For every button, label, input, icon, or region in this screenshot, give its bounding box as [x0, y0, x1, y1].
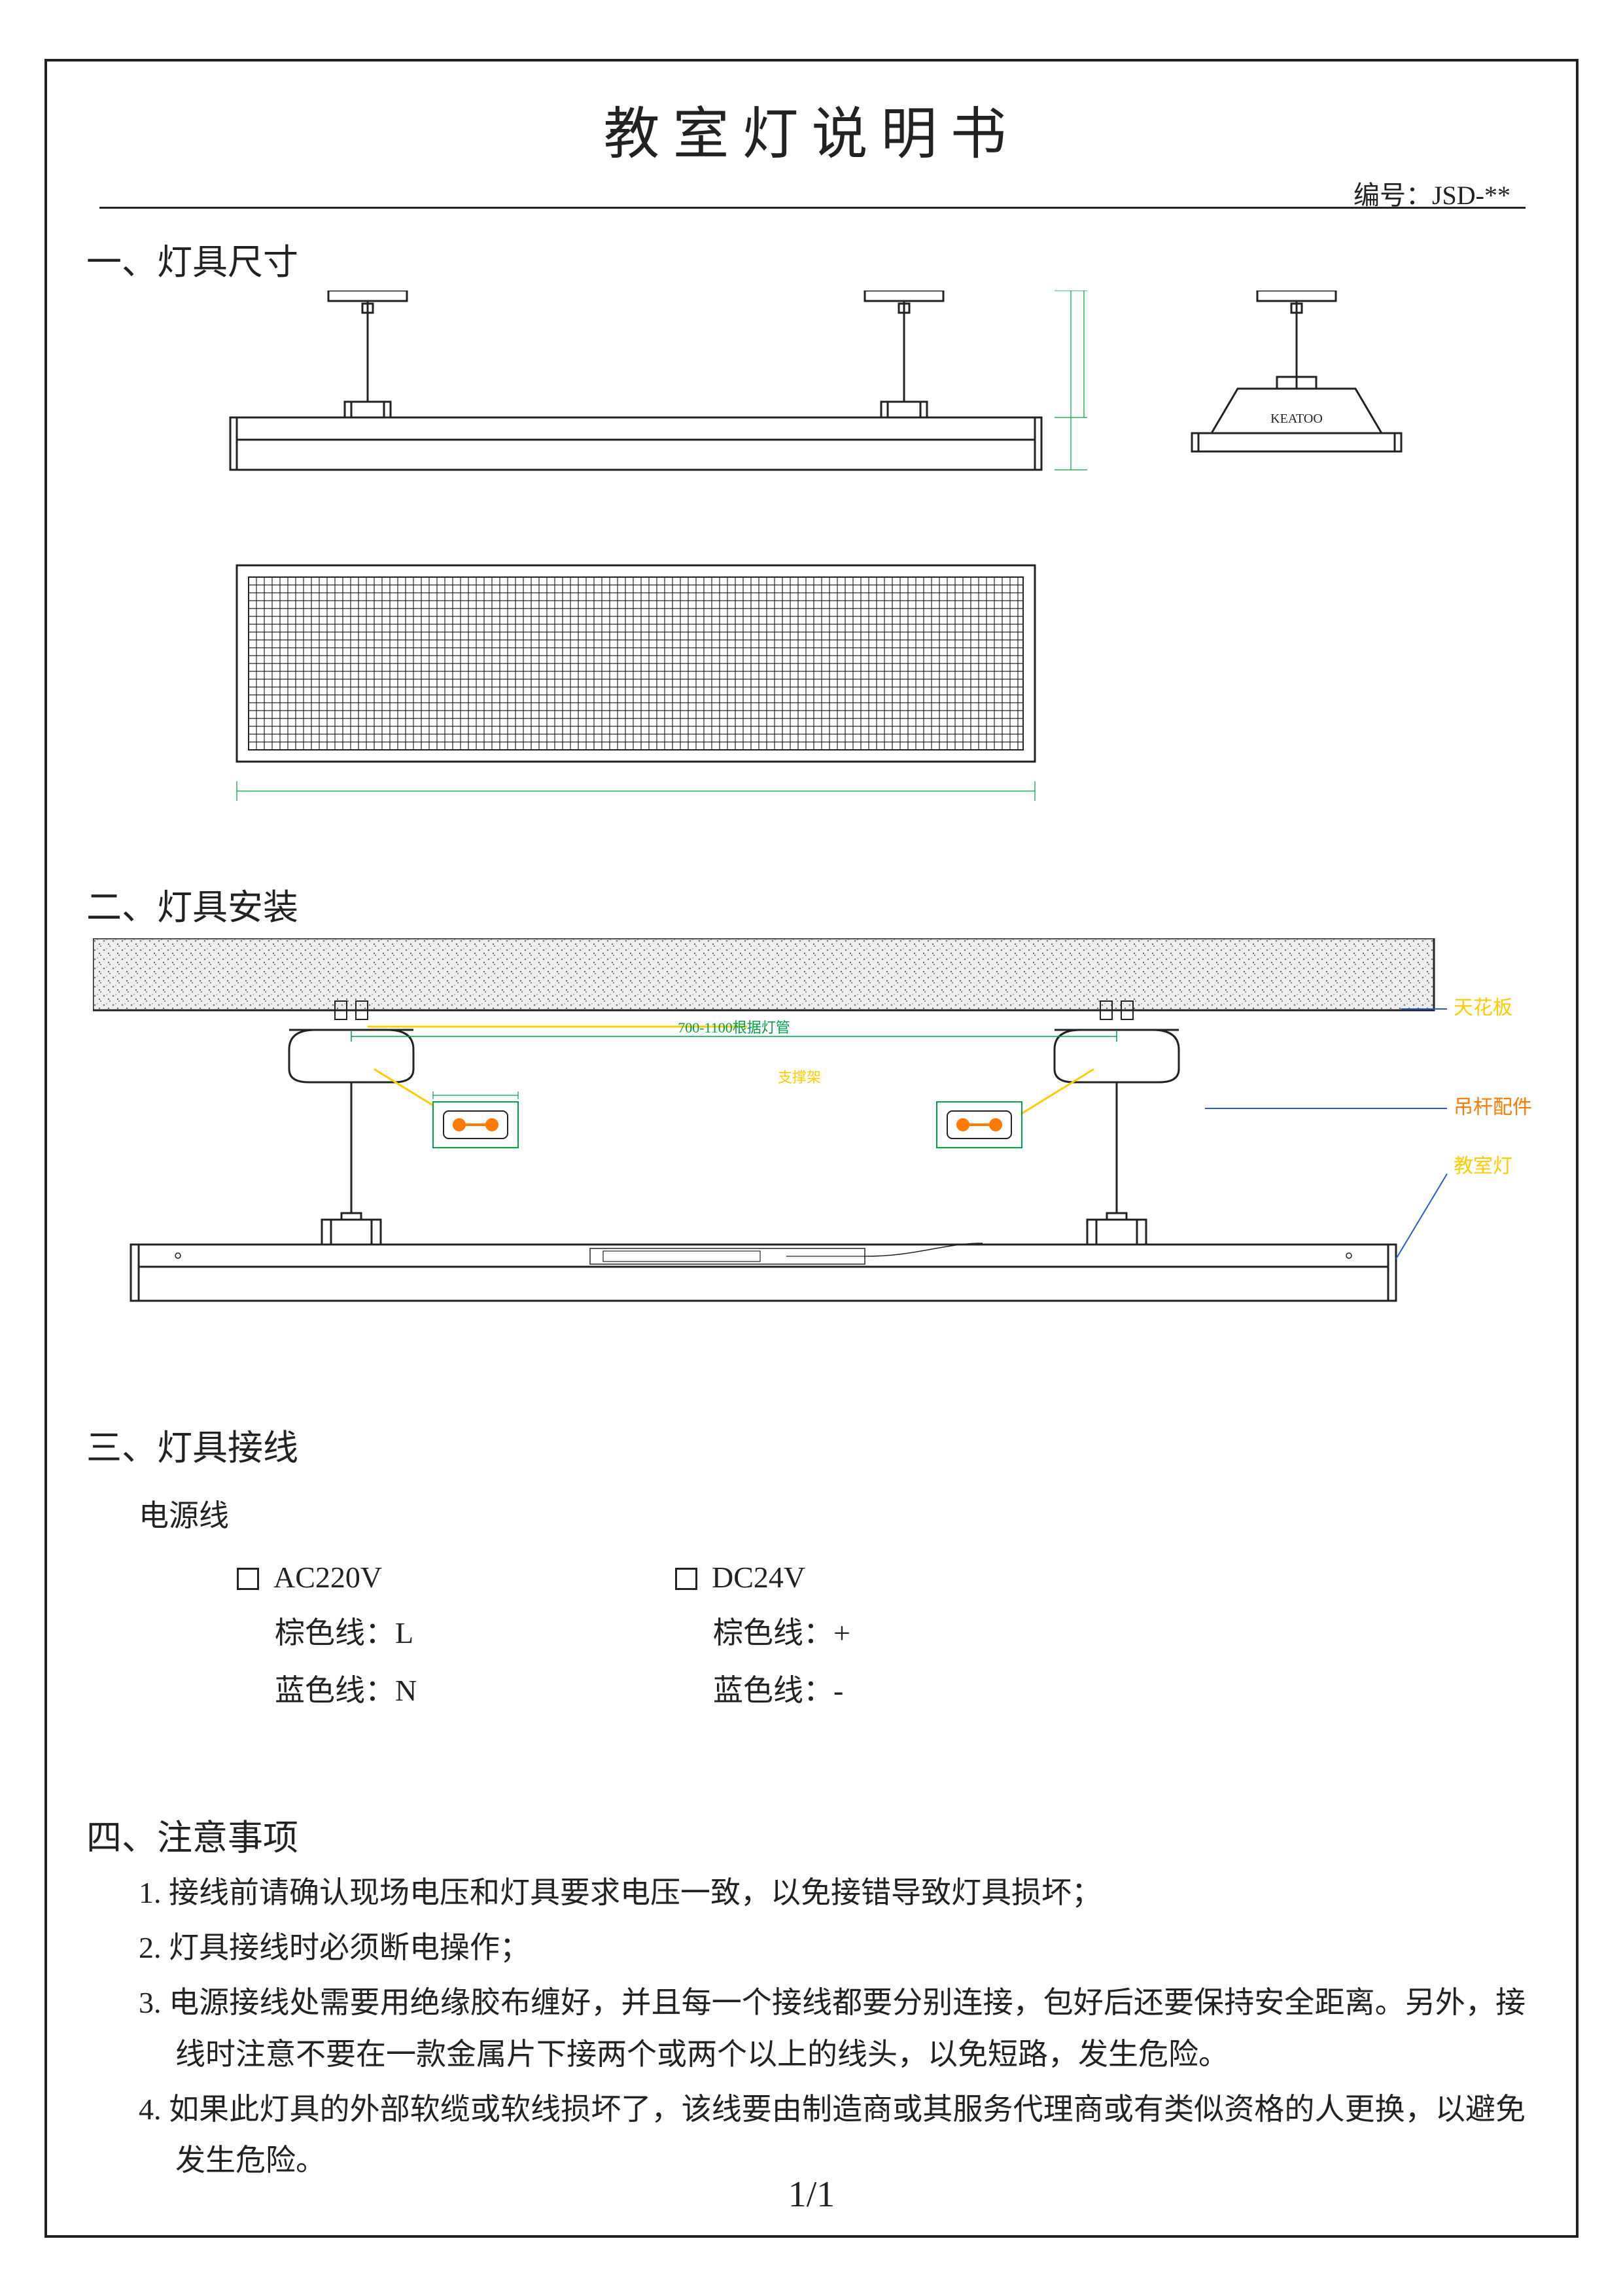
callout-bracket: 吊杆配件	[1454, 1097, 1532, 1118]
span-dim-label: 700-1100根据灯管	[678, 1019, 790, 1036]
figure-installation: 700-1100根据灯管	[93, 938, 1539, 1357]
note-4: 4. 如果此灯具的外部软缆或软线损坏了，该线要由制造商或其服务代理商或有类似资格…	[139, 2084, 1526, 2186]
ac-title-row: AC220V	[237, 1560, 417, 1595]
callout-lamp: 教室灯	[1454, 1156, 1512, 1177]
brand-label: KEATOO	[1270, 412, 1323, 426]
ac-blue: 蓝色线：N	[275, 1667, 417, 1710]
page-frame: 教室灯说明书 编号：JSD-** 一、灯具尺寸	[44, 59, 1579, 2238]
dc-title-row: DC24V	[675, 1560, 850, 1595]
note-2: 2. 灯具接线时必须断电操作；	[139, 1922, 1526, 1973]
notes-block: 1. 接线前请确认现场电压和灯具要求电压一致，以免接错导致灯具损坏； 2. 灯具…	[139, 1867, 1526, 2190]
power-line-label: 电源线	[139, 1492, 229, 1535]
section-4-heading: 四、注意事项	[86, 1809, 298, 1860]
callout-ceiling: 天花板	[1454, 997, 1512, 1019]
section-3-heading: 三、灯具接线	[86, 1419, 298, 1470]
dc-title: DC24V	[712, 1561, 805, 1594]
docnum-label: 编号：	[1353, 181, 1432, 210]
title-underline	[99, 207, 1526, 209]
page-number: 1/1	[47, 2174, 1576, 2216]
docnum-value: JSD-**	[1432, 181, 1510, 210]
note-1: 1. 接线前请确认现场电压和灯具要求电压一致，以免接错导致灯具损坏；	[139, 1867, 1526, 1918]
wiring-dc-block: DC24V 棕色线：+ 蓝色线：-	[675, 1560, 850, 1710]
dc-blue: 蓝色线：-	[713, 1667, 850, 1710]
document-title: 教室灯说明书	[47, 88, 1576, 169]
bracket-dim-label: 支撑架	[778, 1069, 821, 1086]
note-3: 3. 电源接线处需要用绝缘胶布缠好，并且每一个接线都要分别连接，包好后还要保持安…	[139, 1977, 1526, 2079]
section-2-heading: 二、灯具安装	[86, 878, 298, 930]
figure-dimensions: KEATOO	[198, 291, 1440, 834]
wiring-ac-block: AC220V 棕色线：L 蓝色线：N	[237, 1560, 417, 1710]
section-1-heading: 一、灯具尺寸	[86, 233, 298, 285]
checkbox-ac[interactable]	[237, 1568, 259, 1590]
checkbox-dc[interactable]	[675, 1568, 697, 1590]
dc-brown: 棕色线：+	[713, 1609, 850, 1652]
ac-brown: 棕色线：L	[275, 1609, 417, 1652]
ac-title: AC220V	[273, 1561, 382, 1594]
